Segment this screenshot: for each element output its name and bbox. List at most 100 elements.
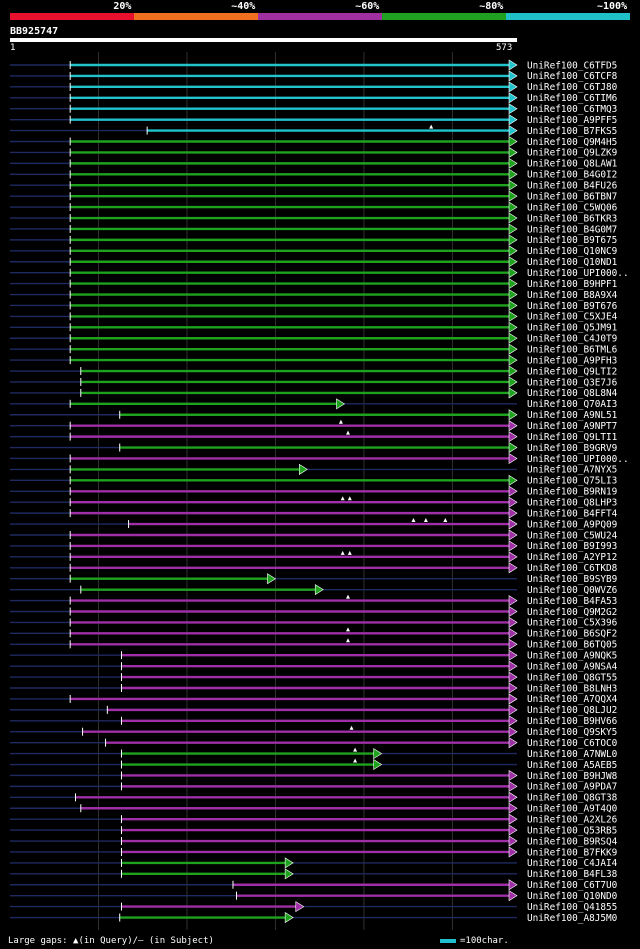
hit-label[interactable]: UniRef100_UPI000.. <box>527 454 629 465</box>
hit-label[interactable]: UniRef100_B6TQ05 <box>527 640 617 651</box>
hit-label[interactable]: UniRef100_C4J0T9 <box>527 334 618 345</box>
hit-label[interactable]: UniRef100_B9I993 <box>527 541 617 552</box>
hit-label[interactable]: UniRef100_A9NSA4 <box>527 661 618 672</box>
query-gap-marker-icon <box>346 627 350 632</box>
hit-label[interactable]: UniRef100_Q8GT55 <box>527 672 617 683</box>
hit-arrow-icon <box>295 901 305 913</box>
hit-label[interactable]: UniRef100_B8LNH3 <box>527 683 617 694</box>
hit-label[interactable]: UniRef100_A2XL26 <box>527 814 618 825</box>
hit-label[interactable]: UniRef100_B4FA53 <box>527 596 617 607</box>
hit-label[interactable]: UniRef100_B4FL38 <box>527 869 618 880</box>
hit-arrow-icon <box>508 310 518 322</box>
hit-label[interactable]: UniRef100_C6TFD5 <box>527 60 617 71</box>
hit-label[interactable]: UniRef100_Q10ND1 <box>527 257 618 268</box>
hit-label[interactable]: UniRef100_B4FFT4 <box>527 508 618 519</box>
hit-arrow-icon <box>508 103 518 115</box>
hit-label[interactable]: UniRef100_B9T675 <box>527 235 617 246</box>
hit-label[interactable]: UniRef100_B9SYB9 <box>527 574 618 585</box>
hit-label[interactable]: UniRef100_Q5JM91 <box>527 323 618 334</box>
hit-label[interactable]: UniRef100_Q0WVZ6 <box>527 585 618 596</box>
hit-label[interactable]: UniRef100_Q8LHP3 <box>527 498 617 509</box>
hit-label[interactable]: UniRef100_C6TKD8 <box>527 563 618 574</box>
hit-label[interactable]: UniRef100_Q3E7J6 <box>527 377 618 388</box>
hit-arrow-icon <box>508 551 518 563</box>
hit-arrow-icon <box>508 649 518 661</box>
hit-label[interactable]: UniRef100_A9PQ09 <box>527 519 618 530</box>
hit-label[interactable]: UniRef100_A9PFF5 <box>527 115 617 126</box>
hit-label[interactable]: UniRef100_B9HPF1 <box>527 279 618 290</box>
hit-label[interactable]: UniRef100_Q8LJU2 <box>527 705 617 716</box>
hit-arrow-icon <box>508 431 518 443</box>
hit-label[interactable]: UniRef100_A9NQK5 <box>527 651 617 662</box>
hit-label[interactable]: UniRef100_Q41855 <box>527 902 617 913</box>
hit-label[interactable]: UniRef100_C5XJE4 <box>527 312 618 323</box>
legend-label-1: 20% <box>113 1 132 12</box>
hit-label[interactable]: UniRef100_B4FU26 <box>527 181 618 192</box>
hit-label[interactable]: UniRef100_Q9LTI1 <box>527 432 618 443</box>
hit-label[interactable]: UniRef100_Q9LZK9 <box>527 148 618 159</box>
hit-label[interactable]: UniRef100_B9T676 <box>527 301 618 312</box>
hit-label[interactable]: UniRef100_UPI000.. <box>527 268 629 279</box>
hit-label[interactable]: UniRef100_C5X396 <box>527 618 618 629</box>
hit-arrow-icon <box>373 748 383 760</box>
hit-label[interactable]: UniRef100_A9PFH3 <box>527 355 617 366</box>
hit-label[interactable]: UniRef100_C4JAI4 <box>527 858 618 869</box>
hit-label[interactable]: UniRef100_Q8GT38 <box>527 793 618 804</box>
hit-label[interactable]: UniRef100_B9RN19 <box>527 487 618 498</box>
hit-label[interactable]: UniRef100_C5WQ06 <box>527 202 618 213</box>
hit-label[interactable]: UniRef100_C6T7U0 <box>527 880 618 891</box>
hit-label[interactable]: UniRef100_B8A9X4 <box>527 290 618 301</box>
hit-label[interactable]: UniRef100_B9HJW8 <box>527 771 618 782</box>
hit-label[interactable]: UniRef100_A5AEB5 <box>527 760 617 771</box>
hit-label[interactable]: UniRef100_B4G0M7 <box>527 224 617 235</box>
scale-label: =100char. <box>460 936 509 946</box>
hit-label[interactable]: UniRef100_C6TCF8 <box>527 71 618 82</box>
hit-label[interactable]: UniRef100_B7FKS5 <box>527 126 617 137</box>
hit-label[interactable]: UniRef100_Q10ND0 <box>527 891 618 902</box>
hit-label[interactable]: UniRef100_Q75LI3 <box>527 476 617 487</box>
hit-label[interactable]: UniRef100_A7QQX4 <box>527 694 618 705</box>
hit-label[interactable]: UniRef100_Q70AI3 <box>527 399 617 410</box>
legend-segment-4 <box>382 13 506 20</box>
query-start-label: 1 <box>10 43 16 53</box>
hit-arrow-icon <box>508 234 518 246</box>
hit-label[interactable]: UniRef100_B6SQF2 <box>527 629 617 640</box>
hit-label[interactable]: UniRef100_C5WU24 <box>527 530 618 541</box>
hit-label[interactable]: UniRef100_Q9M4H5 <box>527 137 617 148</box>
hit-label[interactable]: UniRef100_C6TIM6 <box>527 93 618 104</box>
hit-arrow-icon <box>508 365 518 377</box>
hit-label[interactable]: UniRef100_Q8LAW1 <box>527 159 618 170</box>
hit-label[interactable]: UniRef100_A9NPT7 <box>527 421 617 432</box>
hit-label[interactable]: UniRef100_B9HV66 <box>527 716 618 727</box>
hit-label[interactable]: UniRef100_B9GRV9 <box>527 443 618 454</box>
hit-label[interactable]: UniRef100_Q8L8N4 <box>527 388 618 399</box>
hit-label[interactable]: UniRef100_A9NL51 <box>527 410 618 421</box>
hit-label[interactable]: UniRef100_C6TMQ3 <box>527 104 617 115</box>
hit-label[interactable]: UniRef100_Q53RB5 <box>527 825 617 836</box>
hit-label[interactable]: UniRef100_A7NWL0 <box>527 749 618 760</box>
hit-label[interactable]: UniRef100_Q9M2G2 <box>527 607 617 618</box>
hit-label[interactable]: UniRef100_Q9LTI2 <box>527 366 617 377</box>
hit-label[interactable]: UniRef100_B6TBN7 <box>527 191 617 202</box>
hit-arrow-icon <box>508 791 518 803</box>
hit-label[interactable]: UniRef100_A8J5M0 <box>527 913 618 924</box>
hit-label[interactable]: UniRef100_Q9SKY5 <box>527 727 617 738</box>
hit-arrow-icon <box>508 256 518 268</box>
hit-arrow-icon <box>508 190 518 202</box>
hit-label[interactable]: UniRef100_A2YP12 <box>527 552 617 563</box>
hit-label[interactable]: UniRef100_A9T4Q0 <box>527 804 618 815</box>
hit-label[interactable]: UniRef100_A9PDA7 <box>527 782 617 793</box>
hit-arrow-icon <box>508 157 518 169</box>
hit-label[interactable]: UniRef100_B7FKK9 <box>527 847 618 858</box>
hit-label[interactable]: UniRef100_C6TJ80 <box>527 82 618 93</box>
hit-arrow-icon <box>508 879 518 891</box>
hit-label[interactable]: UniRef100_A7NYX5 <box>527 465 617 476</box>
hit-label[interactable]: UniRef100_Q10NC9 <box>527 246 618 257</box>
hit-arrow-icon <box>508 846 518 858</box>
hit-label[interactable]: UniRef100_B9RSQ4 <box>527 836 618 847</box>
hit-label[interactable]: UniRef100_B4G0I2 <box>527 170 617 181</box>
hit-label[interactable]: UniRef100_C6TOC0 <box>527 738 618 749</box>
hit-label[interactable]: UniRef100_B6TKR3 <box>527 213 617 224</box>
hit-label[interactable]: UniRef100_B6TML6 <box>527 344 618 355</box>
